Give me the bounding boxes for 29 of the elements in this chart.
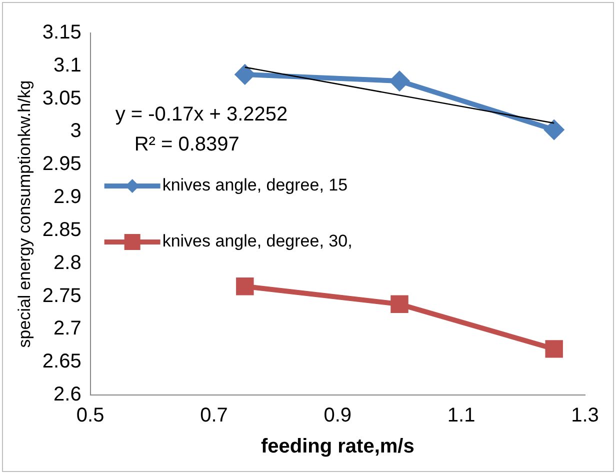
y-tick-label: 2.8 (54, 252, 82, 274)
x-tick-label: 1.3 (571, 404, 599, 427)
y-tick-label: 2.95 (42, 153, 82, 176)
y-tick-label: 2.65 (42, 350, 82, 373)
annotation: y = -0.17x + 3.2252 (115, 104, 288, 126)
x-axis-title: feeding rate,m/s (260, 436, 414, 458)
y-tick-label: 3.05 (42, 87, 82, 110)
point (544, 120, 564, 140)
point (545, 340, 563, 358)
y-tick-label: 3 (70, 120, 82, 142)
legend-label: knives angle, degree, 30, (162, 232, 352, 251)
legend-label: knives angle, degree, 15 (162, 176, 348, 195)
point (390, 295, 408, 314)
point (390, 72, 409, 91)
y-tick-label: 3.15 (42, 22, 82, 44)
y-tick-label: 2.7 (54, 318, 82, 340)
y-tick-label: 2.9 (54, 186, 82, 208)
point (235, 64, 254, 84)
y-tick-label: 2.85 (42, 218, 82, 241)
x-tick-label: 0.9 (324, 404, 352, 427)
point (236, 278, 254, 296)
x-tick-label: 0.7 (200, 404, 228, 427)
annotation: R² = 0.8397 (134, 134, 240, 156)
y-tick-label: 2.6 (54, 384, 82, 406)
y-tick-label: 3.1 (54, 54, 82, 76)
x-tick-label: 1.1 (447, 404, 476, 427)
y-axis-title: special energy consumptionkw.h/kg (14, 80, 34, 348)
y-tick-label: 2.75 (42, 284, 82, 307)
x-tick-label: 0.5 (76, 404, 104, 427)
